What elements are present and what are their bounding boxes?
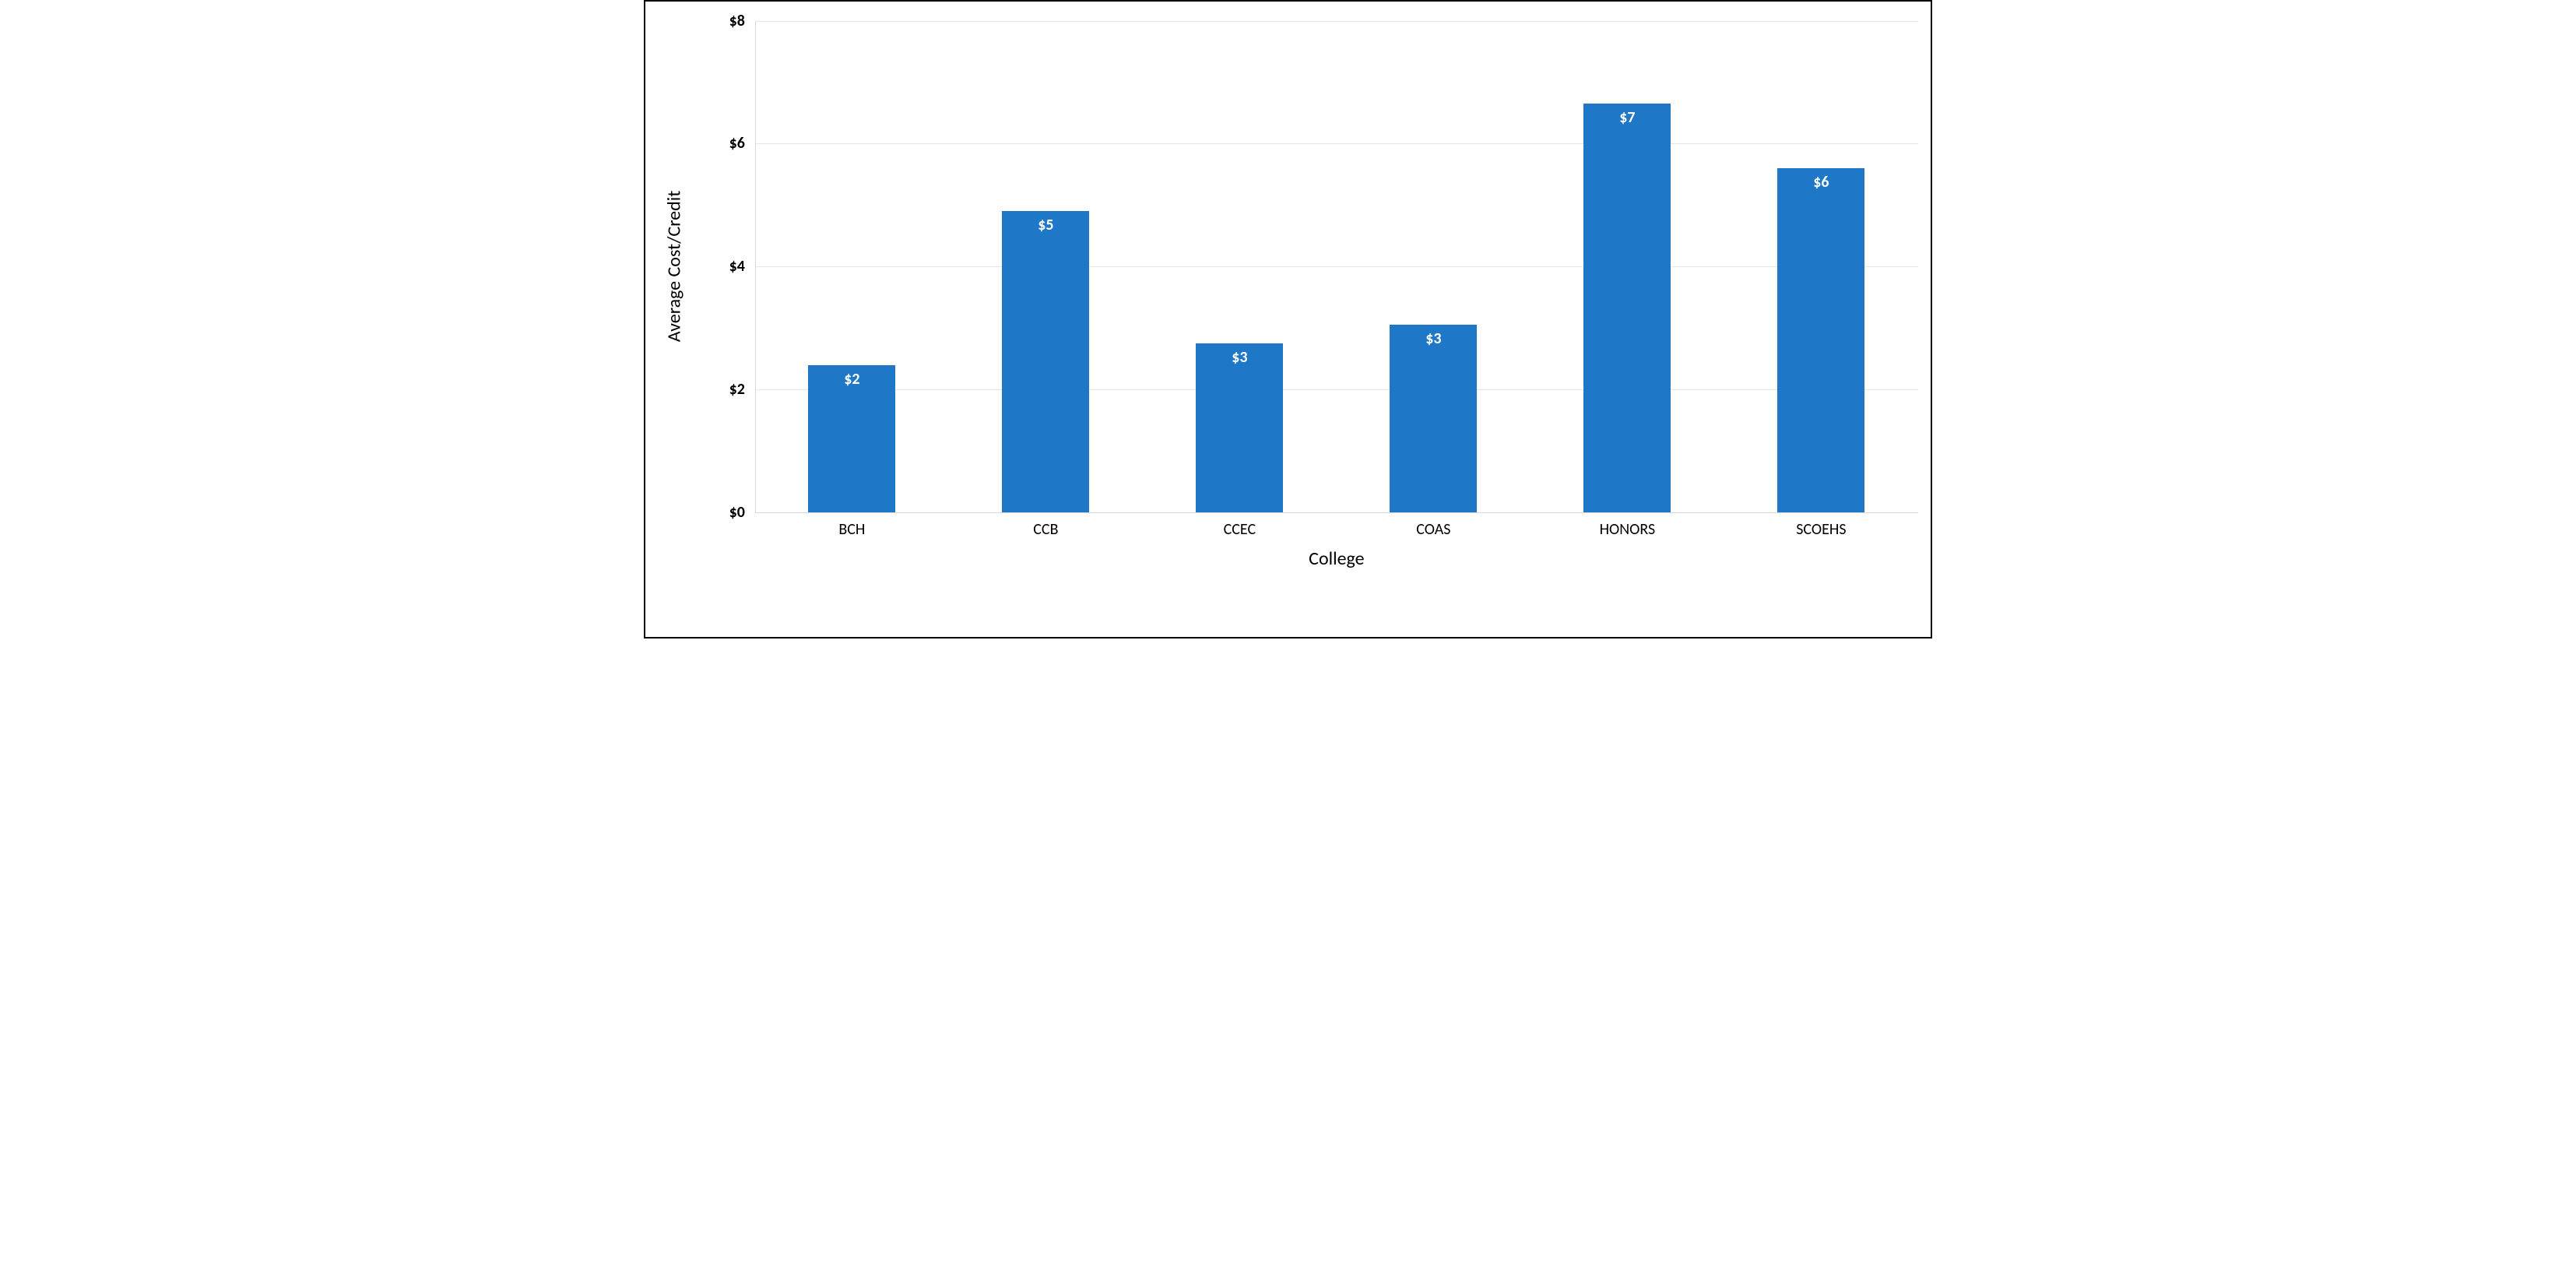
gridline bbox=[755, 21, 1918, 22]
chart-canvas: $2 $5 $3 $3 $7 $6 Average Cost/Credit College… bbox=[645, 2, 1931, 637]
y-tick-label: $4 bbox=[729, 257, 745, 276]
gridline bbox=[755, 266, 1918, 267]
bar bbox=[1196, 343, 1283, 512]
bar-data-label: $3 bbox=[1232, 348, 1247, 364]
bar-data-label: $6 bbox=[1813, 173, 1829, 188]
x-tick-label: BCH bbox=[838, 520, 865, 539]
bar bbox=[1777, 168, 1864, 512]
bar bbox=[1390, 325, 1477, 512]
y-tick-label: $6 bbox=[729, 134, 745, 153]
plot-area: $2 $5 $3 $3 $7 $6 bbox=[755, 21, 1918, 512]
x-tick-label: COAS bbox=[1416, 520, 1450, 539]
bar-data-label: $7 bbox=[1619, 108, 1635, 124]
x-tick-label: CCEC bbox=[1224, 520, 1256, 539]
bar-data-label: $3 bbox=[1425, 329, 1441, 345]
y-tick-label: $2 bbox=[729, 380, 745, 399]
x-tick-label: HONORS bbox=[1600, 520, 1656, 539]
bar-data-label: $5 bbox=[1038, 216, 1053, 231]
bar bbox=[1583, 104, 1671, 512]
y-axis-title: Average Cost/Credit bbox=[662, 191, 685, 343]
y-tick-label: $8 bbox=[729, 12, 745, 30]
x-tick-label: SCOEHS bbox=[1796, 520, 1846, 539]
bar-data-label: $2 bbox=[844, 370, 859, 385]
gridline bbox=[755, 143, 1918, 144]
bar-chart: $2 $5 $3 $3 $7 $6 Average Cost/Credit College… bbox=[644, 0, 1932, 638]
y-tick-label: $0 bbox=[729, 503, 745, 522]
y-axis-line bbox=[755, 21, 756, 512]
x-tick-label: CCB bbox=[1033, 520, 1058, 539]
gridline bbox=[755, 389, 1918, 390]
bar bbox=[1002, 211, 1089, 512]
gridline bbox=[755, 512, 1918, 513]
x-axis-title: College bbox=[1309, 547, 1364, 570]
